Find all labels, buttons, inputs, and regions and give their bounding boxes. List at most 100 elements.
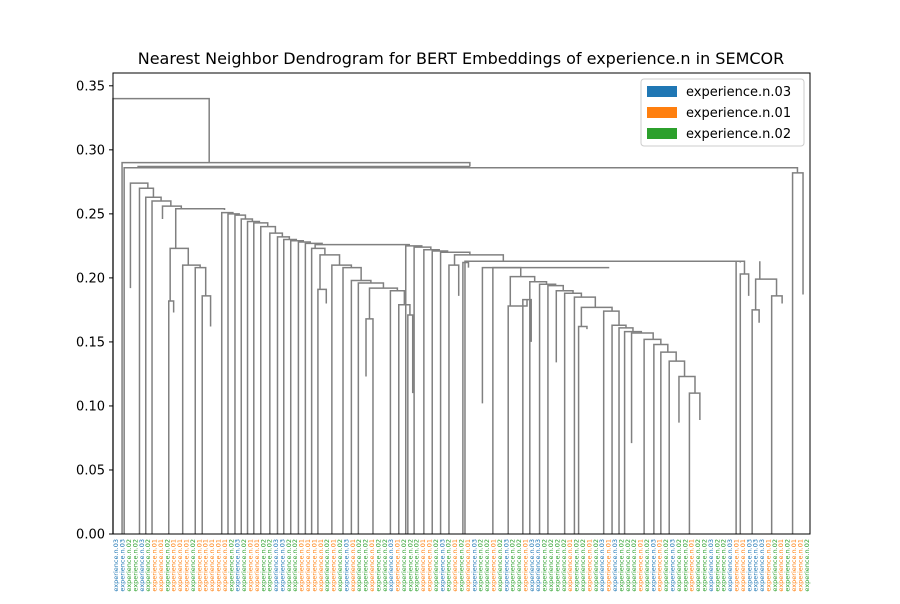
dendrogram-link [389, 289, 406, 534]
dendrogram-link [688, 392, 701, 534]
dendrogram-link [357, 282, 385, 534]
dendrogram-link [289, 240, 305, 534]
dendrogram-link [342, 266, 362, 534]
dendrogram-link [407, 314, 414, 534]
leaf-label: experience.n.01 [451, 539, 459, 592]
dendrogram-link [314, 243, 410, 249]
dendrogram-link [368, 287, 399, 319]
dendrogram-link [653, 343, 669, 534]
leaf-label: experience.n.01 [304, 539, 312, 592]
dendrogram-link [522, 298, 532, 534]
leaf-label: experience.n.02 [406, 539, 414, 592]
leaf-label: experience.n.01 [368, 539, 376, 592]
leaf-label: experience.n.02 [662, 539, 670, 592]
dendrogram-link [577, 325, 588, 534]
legend-swatch [647, 86, 677, 97]
dendrogram-link [331, 264, 353, 534]
dendrogram-link [464, 260, 742, 534]
dendrogram-link [573, 296, 597, 534]
leaf-label: experience.n.03 [342, 539, 350, 592]
dendrogram-link [668, 360, 686, 534]
leaf-label: experience.n.02 [553, 539, 561, 592]
dendrogram-link [547, 284, 565, 534]
y-tick-label: 0.30 [76, 143, 105, 158]
legend-box [640, 78, 805, 147]
chart-title: Nearest Neighbor Dendrogram for BERT Emb… [138, 49, 785, 68]
leaf-label: experience.n.01 [521, 539, 529, 592]
leaf-label: experience.n.01 [246, 539, 254, 592]
dendrogram-link [194, 266, 207, 534]
leaf-label: experience.n.01 [419, 539, 427, 592]
dendrogram-link [770, 295, 783, 534]
dendrogram-link [121, 161, 471, 534]
leaf-label: experience.n.02 [163, 539, 171, 592]
leaf-label: experience.n.03 [669, 539, 677, 592]
dendrogram-link [735, 260, 746, 534]
leaf-label: experience.n.02 [458, 539, 466, 592]
y-tick-label: 0.35 [76, 79, 105, 94]
leaf-label: experience.n.01 [195, 539, 203, 592]
leaf-label: experience.n.02 [483, 539, 491, 592]
leaf-label: experience.n.01 [464, 539, 472, 592]
y-axis: 0.00 0.05 0.10 0.15 0.20 0.25 0.30 0.35 [76, 79, 113, 543]
leaf-label: experience.n.01 [183, 539, 191, 592]
leaf-label: experience.n.02 [579, 539, 587, 592]
leaf-label: experience.n.01 [170, 539, 178, 592]
y-tick-label: 0.20 [76, 271, 105, 286]
leaf-label: experience.n.01 [566, 539, 574, 592]
leaf-label: experience.n.03 [112, 539, 120, 592]
leaf-label: experience.n.03 [138, 539, 146, 592]
dendrogram-link [297, 241, 312, 534]
dendrogram-link [563, 292, 583, 534]
leaf-label: experience.n.01 [349, 539, 357, 592]
leaf-label: experience.n.02 [681, 539, 689, 592]
leaf-label: experience.n.03 [234, 539, 242, 592]
leaf-label: experience.n.02 [617, 539, 625, 592]
legend-label: experience.n.02 [686, 127, 791, 142]
dendrogram-link [161, 205, 183, 219]
dendrogram-link [507, 299, 528, 534]
dendrogram-link [481, 266, 610, 404]
leaf-label: experience.n.01 [310, 539, 318, 592]
leaf-label: experience.n.02 [336, 539, 344, 592]
leaf-label: experience.n.02 [541, 539, 549, 592]
leaf-label: experience.n.02 [720, 539, 728, 592]
y-tick-label: 0.05 [76, 463, 105, 478]
dendrogram-link [413, 246, 432, 534]
leaf-label: experience.n.01 [202, 539, 210, 592]
leaf-label: experience.n.01 [157, 539, 165, 592]
dendrogram-link [602, 310, 620, 534]
dendrogram-link [138, 187, 155, 534]
leaf-label: experience.n.01 [605, 539, 613, 592]
leaf-label: experience.n.03 [387, 539, 395, 592]
dendrogram-link [580, 306, 613, 327]
dendrogram-link [439, 251, 471, 534]
dendrogram-link [317, 288, 328, 534]
leaf-label: experience.n.01 [790, 539, 798, 592]
dendrogram-link [174, 207, 226, 249]
dendrogram-link [240, 218, 254, 534]
dendrogram-link [630, 332, 654, 444]
dendrogram-link [678, 375, 696, 423]
leaf-label: experience.n.01 [585, 539, 593, 592]
legend: experience.n.03 experience.n.01 experience… [640, 78, 805, 147]
leaf-label: experience.n.02 [560, 539, 568, 592]
leaf-label: experience.n.02 [381, 539, 389, 592]
dendrogram-link [529, 280, 548, 534]
leaf-label: experience.n.02 [413, 539, 421, 592]
dendrogram-link [611, 324, 627, 534]
leaf-label: experience.n.02 [643, 539, 651, 592]
dendrogram-link [151, 200, 172, 534]
leaf-label: experience.n.02 [547, 539, 555, 592]
leaf-labels: experience.n.03experience.n.03experience… [112, 539, 811, 592]
leaf-label: experience.n.02 [630, 539, 638, 592]
leaf-label: experience.n.03 [707, 539, 715, 592]
leaf-label: experience.n.03 [745, 539, 753, 592]
leaf-label: experience.n.03 [611, 539, 619, 592]
leaf-label: experience.n.02 [445, 539, 453, 592]
dendrogram-link [234, 214, 247, 534]
leaf-label: experience.n.01 [489, 539, 497, 592]
dendrogram-links [112, 97, 804, 534]
dendrogram-link [227, 213, 240, 534]
leaf-label: experience.n.02 [400, 539, 408, 592]
